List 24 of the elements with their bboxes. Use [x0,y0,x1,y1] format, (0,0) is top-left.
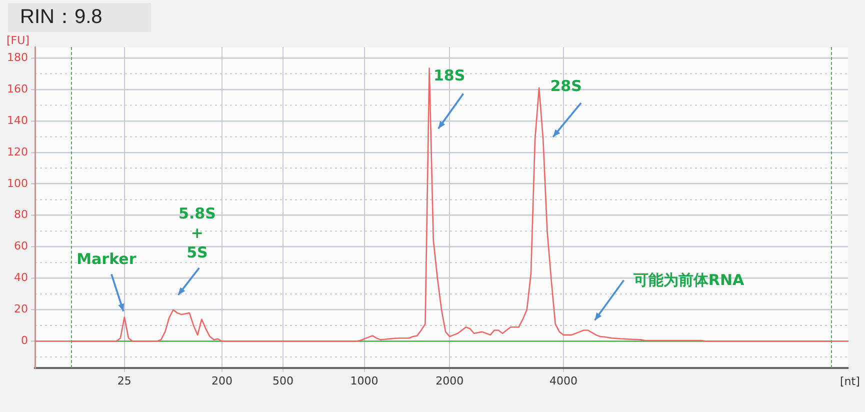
y-axis-title: [FU] [6,34,30,47]
y-tick-label: 20 [14,302,28,316]
y-tick-label: 120 [7,145,28,158]
y-tick-label: 180 [7,50,28,64]
x-tick-label: 500 [272,374,294,388]
y-tick-label: 160 [7,82,28,96]
y-tick-label: 60 [14,240,28,253]
y-tick-label: 140 [7,114,28,127]
y-tick-label: 0 [21,334,28,348]
y-tick-label: 80 [14,208,28,222]
y-tick-label: 40 [14,271,28,284]
annotation: 28S [550,76,582,95]
x-tick-label: 1000 [350,374,378,388]
annotation: 18S [433,66,466,85]
y-tick-label: 100 [7,176,28,190]
annotation: Marker [76,250,137,268]
x-tick-label: 200 [211,374,232,388]
x-tick-label: 25 [117,374,132,388]
x-tick-label: 4000 [549,374,578,388]
x-tick-label: 2000 [436,374,464,388]
annotation: 可能为前体RNA [632,271,745,290]
chart-title: RIN：9.8 [8,3,151,32]
annotation: 5.8S + 5S [178,204,216,262]
x-axis-title: [nt] [840,375,860,388]
